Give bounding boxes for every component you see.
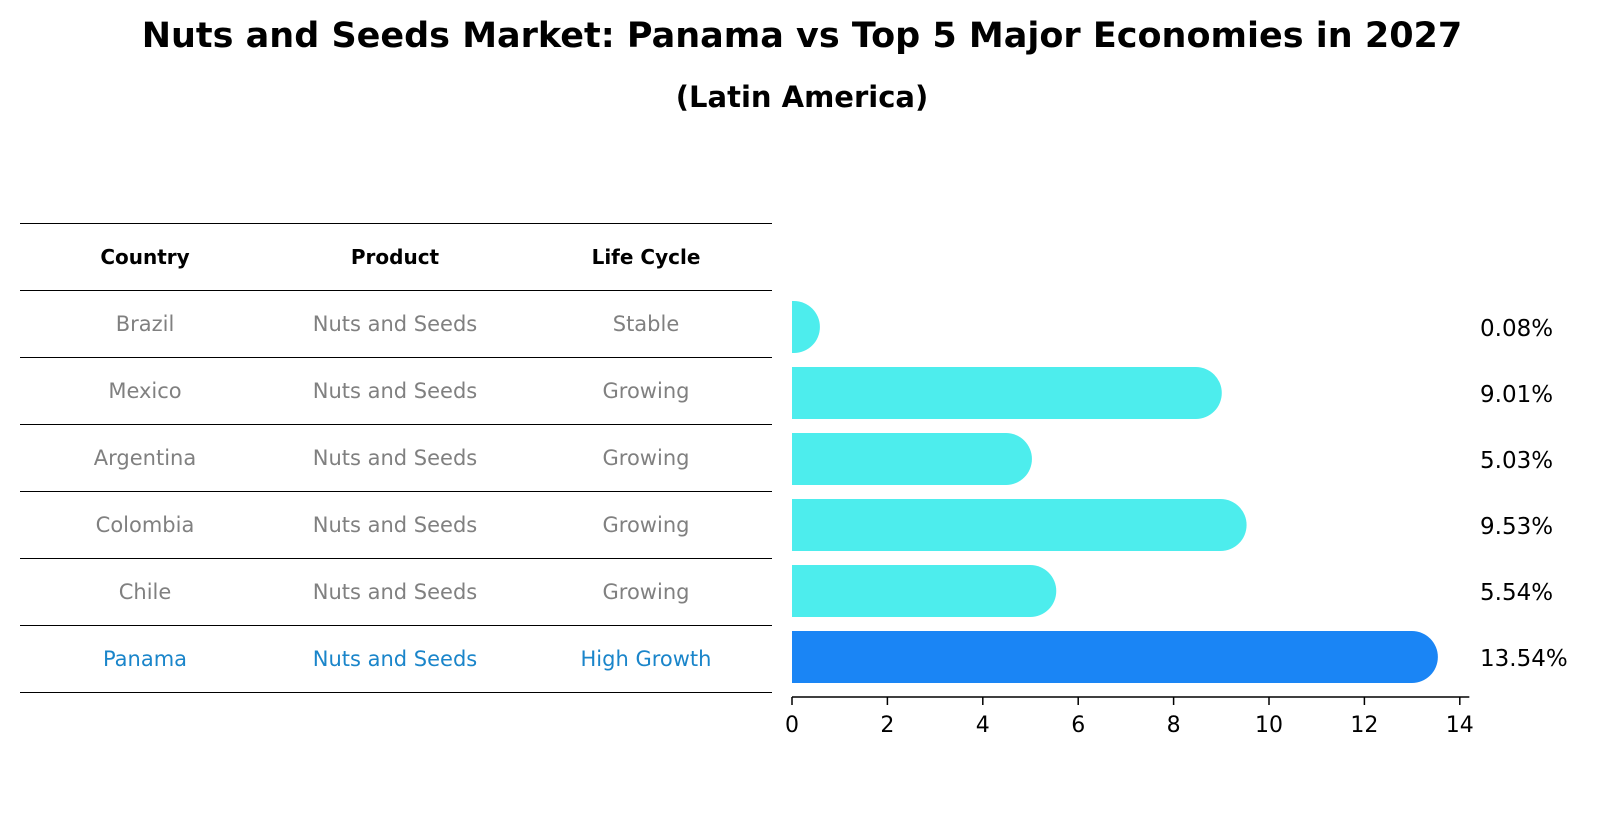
value-label-panama: 13.54% (1480, 646, 1568, 672)
cell-life-cycle: Growing (602, 513, 690, 537)
table-rule (20, 491, 772, 492)
table-row-highlight: Panama Nuts and Seeds High Growth (20, 626, 772, 692)
header-product: Product (350, 245, 440, 269)
table-row: Chile Nuts and Seeds Growing (20, 559, 772, 625)
table-rule (20, 290, 772, 291)
table-row: Colombia Nuts and Seeds Growing (20, 492, 772, 558)
value-label-brazil: 0.08% (1480, 316, 1553, 342)
table-row: Brazil Nuts and Seeds Stable (20, 291, 772, 357)
value-label-mexico: 9.01% (1480, 382, 1553, 408)
table-rule (20, 424, 772, 425)
table-row: Mexico Nuts and Seeds Growing (20, 358, 772, 424)
x-tick-label: 0 (785, 713, 799, 738)
cell-product: Nuts and Seeds (312, 513, 478, 537)
x-tick-label: 4 (976, 713, 990, 738)
x-tick-label: 2 (880, 713, 894, 738)
chart-subtitle: (Latin America) (675, 80, 929, 114)
table-rule (20, 625, 772, 626)
cell-life-cycle: Stable (612, 312, 680, 336)
x-tick-label: 6 (1071, 713, 1085, 738)
value-label-colombia: 9.53% (1480, 514, 1553, 540)
cell-life-cycle: Growing (602, 446, 690, 470)
header-country: Country (100, 245, 190, 269)
cell-product: Nuts and Seeds (312, 312, 478, 336)
table-rule (20, 692, 772, 693)
bar-mexico (792, 367, 1222, 419)
value-label-argentina: 5.03% (1480, 448, 1553, 474)
cell-country: Panama (102, 647, 188, 671)
bar-brazil (792, 301, 820, 353)
x-tick-label: 8 (1167, 713, 1181, 738)
table-row: Argentina Nuts and Seeds Growing (20, 425, 772, 491)
cell-life-cycle: Growing (602, 379, 690, 403)
cell-country: Brazil (115, 312, 175, 336)
x-tick-label: 10 (1255, 713, 1283, 738)
chart-title: Nuts and Seeds Market: Panama vs Top 5 M… (141, 16, 1463, 56)
table-rule (20, 223, 772, 224)
x-tick-label: 14 (1446, 713, 1474, 738)
cell-country: Chile (118, 580, 172, 604)
cell-life-cycle: Growing (602, 580, 690, 604)
cell-product: Nuts and Seeds (312, 379, 478, 403)
country-table: Country Product Life Cycle Brazil Nuts a… (20, 223, 772, 693)
x-tick-label: 12 (1350, 713, 1378, 738)
cell-product: Nuts and Seeds (312, 446, 478, 470)
table-header-row: Country Product Life Cycle (20, 224, 772, 290)
cell-product: Nuts and Seeds (312, 580, 478, 604)
table-rule (20, 357, 772, 358)
cell-product: Nuts and Seeds (312, 647, 478, 671)
header-life-cycle: Life Cycle (591, 245, 701, 269)
cell-country: Argentina (93, 446, 197, 470)
value-label-chile: 5.54% (1480, 580, 1553, 606)
cell-life-cycle: High Growth (580, 647, 712, 671)
table-rule (20, 558, 772, 559)
cell-country: Colombia (95, 513, 195, 537)
bar-argentina (792, 433, 1032, 485)
bar-panama (792, 631, 1438, 683)
bar-chile (792, 565, 1057, 617)
cell-country: Mexico (108, 379, 182, 403)
bar-colombia (792, 499, 1247, 551)
